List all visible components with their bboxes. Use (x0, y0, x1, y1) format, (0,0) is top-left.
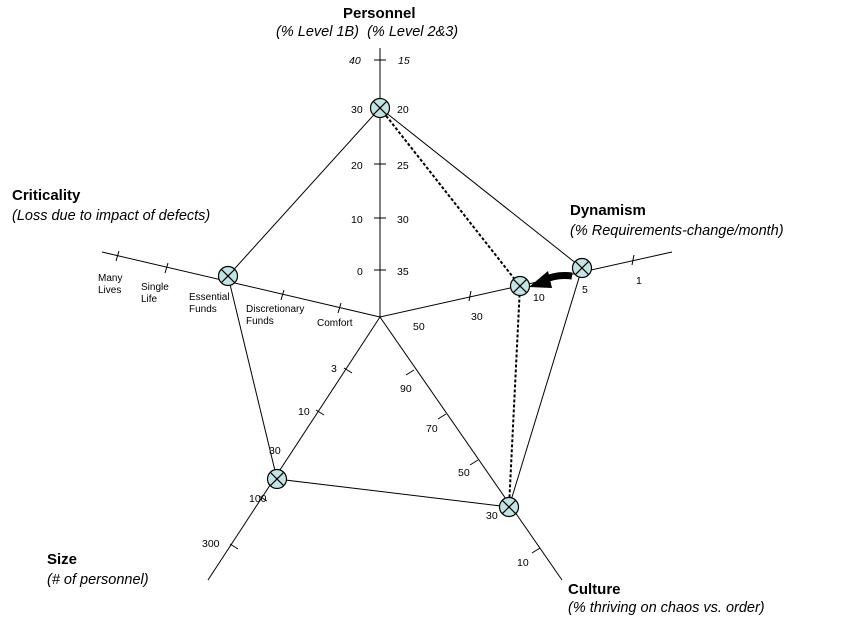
axis-culture (379, 316, 563, 581)
circle-x-marker-icon (571, 257, 593, 279)
personnel-tick-left: 10 (351, 214, 363, 226)
dynamism-title: Dynamism (570, 202, 646, 219)
tick-marks (115, 59, 635, 554)
circle-x-marker-icon (509, 275, 531, 297)
circle-x-marker-icon (369, 97, 391, 119)
culture-tick: 70 (426, 423, 438, 435)
circle-x-marker-icon (217, 265, 239, 287)
personnel-tick-left: 20 (351, 160, 363, 172)
size-subtitle: (# of personnel) (47, 572, 149, 588)
personnel-tick-right: 30 (397, 214, 409, 226)
circle-x-marker-icon (498, 496, 520, 518)
personnel-tick-right: 25 (397, 160, 409, 172)
personnel-tick-right: 15 (398, 55, 410, 67)
criticality-tick: Comfort (317, 318, 353, 329)
culture-ticks: 90 70 50 30 10 (400, 383, 529, 569)
personnel-ticks: 40 15 30 20 20 25 10 30 0 35 (349, 55, 410, 278)
personnel-tick-left: 40 (349, 55, 361, 67)
dynamism-tick: 5 (582, 284, 588, 296)
personnel-tick-left: 30 (351, 104, 363, 116)
criticality-title: Criticality (12, 187, 81, 204)
profile-pentagon (227, 107, 583, 508)
size-tick: 100 (249, 493, 267, 505)
personnel-tick-left: 0 (357, 266, 363, 278)
criticality-tick: Discretionary Funds (246, 304, 304, 327)
size-tick: 300 (202, 538, 220, 550)
dynamism-tick: 30 (471, 311, 483, 323)
culture-tick: 10 (517, 557, 529, 569)
dynamism-tick: 10 (533, 292, 545, 304)
culture-tick: 50 (458, 467, 470, 479)
personnel-tick-right: 20 (397, 104, 409, 116)
dynamism-ticks: 50 30 10 5 1 (413, 275, 642, 333)
criticality-tick: Essential Funds (189, 292, 230, 315)
circle-x-marker-icon (266, 468, 288, 490)
axis-criticality (101, 251, 381, 318)
size-tick: 3 (331, 363, 337, 375)
dynamism-subtitle: (% Requirements-change/month) (570, 223, 784, 239)
size-ticks: 3 10 30 100 300 (202, 363, 337, 550)
markers (217, 97, 593, 518)
dynamism-tick: 1 (636, 275, 642, 287)
arrow-left-icon (529, 271, 573, 288)
personnel-tick-right: 35 (397, 266, 409, 278)
criticality-subtitle: (Loss due to impact of defects) (12, 208, 211, 224)
culture-tick: 30 (486, 510, 498, 522)
size-tick: 10 (298, 406, 310, 418)
culture-subtitle: (% thriving on chaos vs. order) (568, 600, 765, 616)
culture-title: Culture (568, 581, 621, 598)
size-tick: 30 (269, 445, 281, 457)
culture-tick: 90 (400, 383, 412, 395)
axis-lines (101, 48, 673, 581)
size-title: Size (47, 551, 78, 568)
dynamism-tick: 50 (413, 321, 425, 333)
personnel-subtitle: (% Level 1B) (% Level 2&3) (276, 24, 459, 40)
criticality-tick: Single Life (141, 282, 169, 305)
criticality-ticks: Comfort Discretionary Funds Essential Fund… (98, 273, 353, 329)
personnel-title: Personnel (343, 5, 416, 22)
axis-size (207, 316, 381, 581)
criticality-tick: Many Lives (98, 273, 122, 296)
